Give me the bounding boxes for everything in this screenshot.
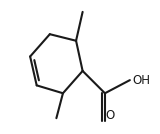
Text: O: O — [106, 109, 115, 122]
Text: OH: OH — [132, 74, 151, 87]
